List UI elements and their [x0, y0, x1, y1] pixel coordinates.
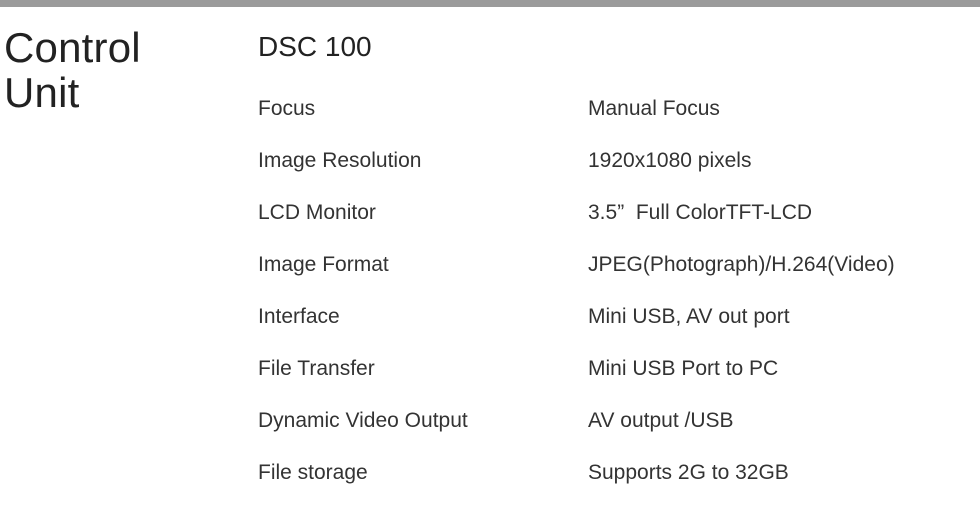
- spec-value: Mini USB Port to PC: [588, 357, 778, 381]
- spec-row: LCD Monitor 3.5” Full ColorTFT-LCD: [258, 201, 980, 225]
- spec-value: Supports 2G to 32GB: [588, 461, 789, 485]
- spec-row: Image Format JPEG(Photograph)/H.264(Vide…: [258, 253, 980, 277]
- spec-value: 3.5” Full ColorTFT-LCD: [588, 201, 812, 225]
- spec-label: File Transfer: [258, 357, 588, 381]
- top-divider-bar: [0, 0, 980, 7]
- spec-value: AV output /USB: [588, 409, 734, 433]
- spec-column: DSC 100 Focus Manual Focus Image Resolut…: [258, 25, 980, 513]
- spec-label: Image Resolution: [258, 149, 588, 173]
- spec-label: Focus: [258, 97, 588, 121]
- spec-label: Dynamic Video Output: [258, 409, 588, 433]
- spec-label: Interface: [258, 305, 588, 329]
- spec-label: Image Format: [258, 253, 588, 277]
- spec-value: Manual Focus: [588, 97, 720, 121]
- section-title-line2: Unit: [4, 69, 80, 116]
- spec-row: File storage Supports 2G to 32GB: [258, 461, 980, 485]
- spec-row: Dynamic Video Output AV output /USB: [258, 409, 980, 433]
- section-title: Control Unit: [4, 25, 258, 116]
- model-name: DSC 100: [258, 31, 980, 63]
- spec-value: JPEG(Photograph)/H.264(Video): [588, 253, 895, 277]
- spec-value: Mini USB, AV out port: [588, 305, 790, 329]
- section-title-column: Control Unit: [0, 25, 258, 513]
- spec-label: LCD Monitor: [258, 201, 588, 225]
- spec-label: File storage: [258, 461, 588, 485]
- spec-row: Focus Manual Focus: [258, 97, 980, 121]
- section-title-line1: Control: [4, 24, 141, 71]
- spec-row: Image Resolution 1920x1080 pixels: [258, 149, 980, 173]
- spec-row: File Transfer Mini USB Port to PC: [258, 357, 980, 381]
- spec-value: 1920x1080 pixels: [588, 149, 751, 173]
- content-area: Control Unit DSC 100 Focus Manual Focus …: [0, 7, 980, 513]
- spec-row: Interface Mini USB, AV out port: [258, 305, 980, 329]
